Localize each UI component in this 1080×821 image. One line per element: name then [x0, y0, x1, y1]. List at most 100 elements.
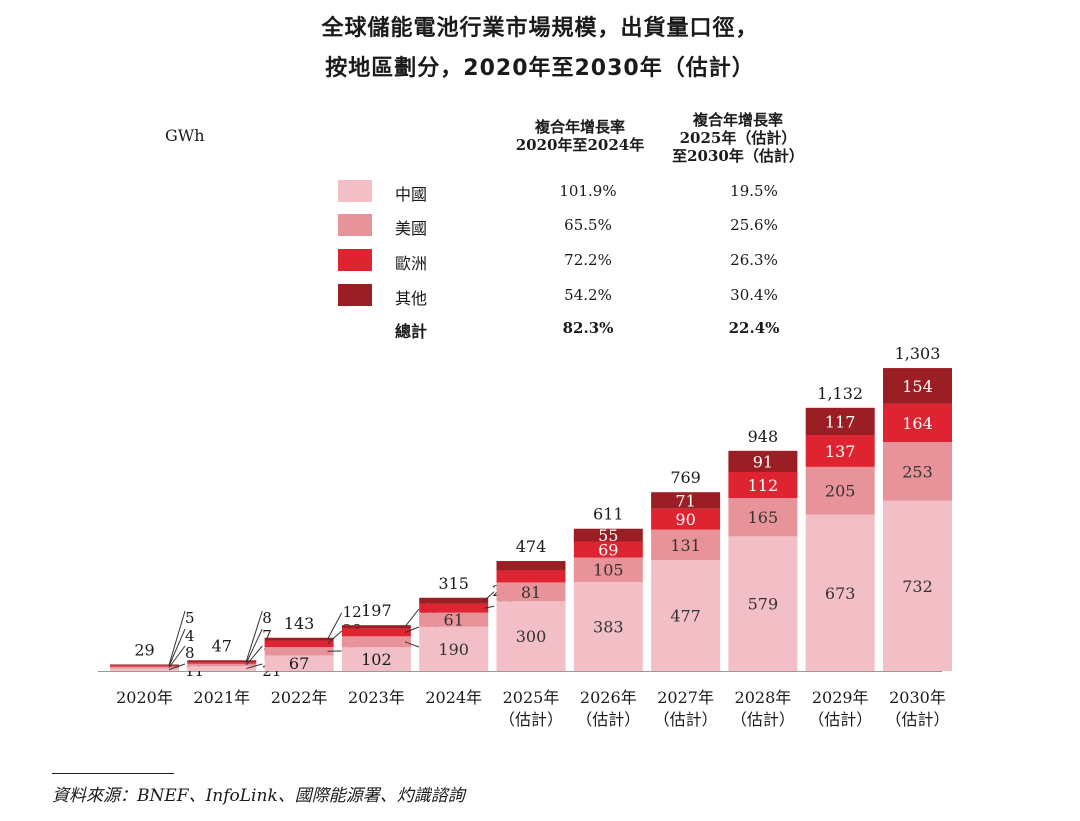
data-label-10-0: 732 [902, 577, 933, 596]
bar-4-歐洲 [419, 603, 489, 613]
x-tick-label-9-0: 2029年 [812, 688, 869, 707]
legend-swatch-others [338, 284, 372, 306]
bar-0-美國 [110, 666, 179, 669]
bar-1-中國 [187, 666, 257, 671]
x-tick-label-6-0: 2026年 [580, 688, 637, 707]
bar-3-其他 [341, 625, 411, 629]
data-label-4-1: 61 [444, 611, 464, 630]
x-tick-label-9-1: （估計） [808, 710, 872, 729]
source-divider [52, 773, 174, 774]
bar-4-美國 [419, 612, 489, 627]
bar-4-中國 [419, 626, 489, 671]
x-tick-label-10-1: （估計） [885, 710, 949, 729]
total-label-6: 611 [593, 505, 624, 524]
cagr-header-2-line-2: 2025年（估計） [679, 129, 797, 147]
data-label-2-3: 12 [343, 603, 362, 621]
data-label-3-0: 102 [361, 650, 392, 669]
leader-2-3 [327, 612, 343, 640]
bar-1-美國 [187, 663, 257, 667]
cagr-header-2-line-1: 複合年增長率 [692, 111, 783, 129]
bar-9-其他 [805, 407, 875, 436]
bar-5-中國 [496, 601, 566, 671]
total-label-10: 1,303 [895, 344, 941, 363]
data-label-9-1: 205 [825, 482, 856, 501]
leader-0-2 [168, 628, 186, 667]
cagr-total-2020-2024: 82.3% [562, 319, 614, 337]
cagr-europe-2020-2024: 72.2% [564, 251, 612, 269]
cagr-usa-2025-2030: 25.6% [730, 216, 778, 234]
data-label-1-2: 7 [262, 627, 272, 645]
x-tick-label-10-0: 2030年 [889, 688, 946, 707]
bar-8-其他 [728, 450, 798, 472]
cagr-header-2-line-3: 至2030年（估計） [672, 147, 804, 165]
bar-9-中國 [805, 514, 875, 671]
bar-8-美國 [728, 498, 798, 537]
x-tick-label-5-1: （估計） [499, 710, 563, 729]
data-label-9-3: 117 [825, 412, 856, 431]
bar-6-歐洲 [573, 541, 643, 558]
data-label-7-0: 477 [670, 607, 701, 626]
data-label-8-3: 91 [753, 452, 773, 471]
data-label-5-0: 300 [516, 627, 547, 646]
bar-1-其他 [187, 660, 257, 663]
cagr-europe-2025-2030: 26.3% [730, 251, 778, 269]
bar-4-其他 [419, 597, 489, 604]
legend-label-others: 其他 [395, 289, 428, 308]
x-tick-label-7-1: （估計） [654, 710, 718, 729]
bar-0-歐洲 [110, 665, 179, 667]
cagr-others-2025-2030: 30.4% [730, 286, 778, 304]
bar-8-中國 [728, 536, 798, 671]
chart-subtitle: 按地區劃分，2020年至2030年（估計） [325, 56, 755, 81]
chart-title: 全球儲能電池行業市場規模，出貨量口徑， [321, 16, 759, 41]
bar-3-美國 [341, 636, 411, 648]
total-label-3: 197 [361, 601, 392, 620]
data-label-8-0: 579 [748, 595, 779, 614]
bar-5-歐洲 [496, 570, 566, 583]
bar-8-歐洲 [728, 471, 798, 499]
cagr-header-2020-2024: 複合年增長率 2020年至2024年 [500, 118, 660, 154]
data-label-7-1: 131 [670, 536, 701, 555]
data-label-10-3: 154 [902, 377, 933, 396]
bar-2-其他 [264, 637, 334, 641]
total-label-9: 1,132 [817, 384, 863, 403]
cagr-header-1-line-2: 2020年至2024年 [515, 136, 645, 154]
data-label-6-3: 55 [598, 526, 618, 545]
bar-9-歐洲 [805, 435, 875, 467]
cagr-china-2025-2030: 19.5% [730, 182, 778, 200]
legend-swatch-china [338, 180, 372, 202]
data-label-0-3: 5 [185, 609, 195, 627]
legend-label-china: 中國 [395, 185, 428, 204]
leader-3-1 [404, 641, 420, 648]
x-tick-label-7-0: 2027年 [657, 688, 714, 707]
total-label-5: 474 [516, 537, 547, 556]
total-label-7: 769 [670, 468, 701, 487]
x-tick-label-1-0: 2021年 [193, 688, 250, 707]
x-tick-label-6-1: （估計） [576, 710, 640, 729]
bar-5-美國 [496, 582, 566, 602]
data-label-6-1: 105 [593, 561, 624, 580]
bar-10-歐洲 [883, 403, 952, 442]
bar-6-美國 [573, 557, 643, 582]
bar-10-美國 [883, 441, 952, 501]
total-label-1: 47 [212, 636, 232, 655]
bar-9-美國 [805, 466, 875, 515]
data-label-7-2: 90 [675, 510, 695, 529]
legend-row-others: 其他 54.2% 30.4% [338, 284, 818, 308]
bar-0-其他 [110, 664, 179, 666]
data-label-8-1: 165 [748, 508, 779, 527]
legend-row-total: 總計 82.3% 22.4% [338, 317, 818, 341]
legend-row-usa: 美國 65.5% 25.6% [338, 214, 818, 238]
data-label-10-2: 164 [902, 414, 933, 433]
bar-0-中國 [110, 668, 179, 671]
cagr-header-1-line-1: 複合年增長率 [534, 118, 625, 136]
data-label-1-3: 8 [262, 609, 272, 627]
data-label-7-3: 71 [675, 491, 695, 510]
leader-0-1 [168, 645, 186, 668]
leader-4-2 [484, 605, 495, 609]
legend-label-usa: 美國 [395, 219, 428, 238]
cagr-others-2020-2024: 54.2% [564, 286, 612, 304]
x-tick-label-8-0: 2028年 [735, 688, 792, 707]
leader-1-1 [245, 645, 263, 666]
leader-0-0 [168, 663, 186, 671]
